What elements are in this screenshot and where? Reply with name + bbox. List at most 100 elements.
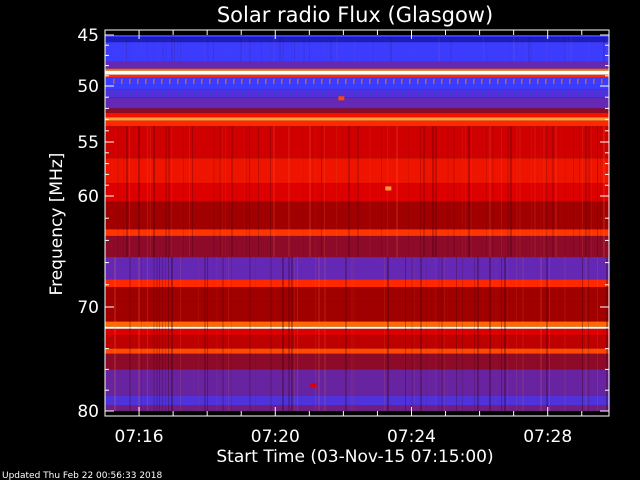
noise-streak bbox=[324, 37, 325, 61]
noise-streak bbox=[147, 257, 148, 411]
noise-streak bbox=[183, 126, 184, 258]
frequency-band bbox=[105, 328, 609, 336]
burst-point bbox=[385, 186, 392, 191]
noise-streak bbox=[216, 257, 218, 411]
periodic-tick bbox=[401, 78, 403, 84]
frequency-band bbox=[105, 335, 609, 349]
noise-streak bbox=[501, 257, 502, 411]
burst-points bbox=[310, 96, 392, 387]
noise-streak bbox=[225, 126, 226, 258]
noise-streak bbox=[303, 37, 305, 62]
noise-streak bbox=[123, 126, 124, 258]
noise-streak bbox=[513, 37, 515, 62]
noise-streak bbox=[207, 37, 209, 62]
periodic-tick bbox=[393, 78, 395, 84]
noise-streak bbox=[492, 126, 494, 258]
periodic-tick bbox=[241, 78, 243, 84]
noise-streak bbox=[354, 37, 355, 62]
periodic-tick bbox=[297, 78, 299, 84]
noise-streak bbox=[291, 37, 292, 62]
noise-streak bbox=[138, 126, 140, 258]
heatmap-area bbox=[105, 30, 609, 416]
noise-streak bbox=[561, 126, 562, 257]
noise-streak bbox=[531, 37, 532, 62]
noise-streak bbox=[546, 126, 547, 258]
noise-streak bbox=[114, 257, 116, 411]
update-timestamp: Updated Thu Feb 22 00:56:33 2018 bbox=[2, 471, 163, 480]
noise-streak bbox=[582, 257, 583, 411]
periodic-tick bbox=[585, 78, 587, 84]
periodic-tick bbox=[289, 78, 291, 84]
noise-streak bbox=[315, 257, 316, 411]
noise-streak bbox=[573, 257, 575, 411]
periodic-tick bbox=[409, 78, 411, 84]
noise-streak bbox=[450, 37, 452, 62]
noise-streak bbox=[462, 126, 463, 258]
noise-streak bbox=[126, 37, 127, 62]
periodic-tick bbox=[513, 78, 515, 84]
noise-streak bbox=[144, 37, 145, 61]
noise-streak bbox=[213, 126, 215, 258]
noise-streak bbox=[294, 37, 295, 62]
noise-streak bbox=[516, 126, 518, 258]
noise-streak bbox=[567, 37, 568, 62]
frequency-band bbox=[105, 183, 609, 202]
noise-streak bbox=[366, 37, 367, 61]
periodic-tick bbox=[233, 78, 235, 84]
noise-streak bbox=[249, 257, 251, 411]
noise-streak bbox=[489, 257, 491, 411]
noise-streak bbox=[426, 126, 427, 257]
frequency-band bbox=[105, 126, 609, 159]
frequency-band bbox=[105, 68, 609, 71]
noise-streak bbox=[414, 257, 415, 411]
noise-streak bbox=[279, 37, 281, 62]
frequency-band bbox=[105, 395, 609, 406]
frequency-band bbox=[105, 74, 609, 78]
x-tick-label: 07:28 bbox=[523, 427, 572, 447]
noise-streak bbox=[348, 257, 349, 411]
noise-streak bbox=[603, 37, 605, 62]
noise-streak bbox=[261, 37, 262, 62]
noise-streak bbox=[486, 37, 488, 61]
noise-streak bbox=[546, 257, 548, 411]
periodic-tick bbox=[337, 78, 339, 84]
x-tick-label: 07:20 bbox=[251, 427, 300, 447]
frequency-band bbox=[105, 158, 609, 184]
noise-streak bbox=[510, 37, 511, 61]
noise-streak bbox=[180, 126, 181, 257]
noise-streak bbox=[324, 126, 325, 258]
noise-streak bbox=[381, 126, 382, 258]
noise-streak bbox=[555, 126, 557, 258]
noise-streak bbox=[564, 257, 566, 411]
noise-streak bbox=[426, 257, 427, 411]
noise-streak bbox=[573, 126, 574, 258]
noise-streaks bbox=[105, 37, 608, 411]
periodic-tick bbox=[217, 78, 219, 84]
noise-streak bbox=[588, 257, 589, 411]
y-tick-label: 70 bbox=[77, 298, 99, 318]
periodic-tick bbox=[545, 78, 547, 84]
plot-frame bbox=[104, 29, 610, 417]
periodic-tick bbox=[193, 78, 195, 84]
noise-streak bbox=[126, 126, 128, 258]
noise-streak bbox=[189, 126, 190, 258]
noise-streak bbox=[147, 126, 148, 258]
noise-streak bbox=[129, 126, 130, 258]
noise-streak bbox=[384, 257, 385, 411]
noise-streak bbox=[198, 257, 199, 411]
noise-streak bbox=[171, 257, 173, 411]
noise-streak bbox=[495, 257, 497, 411]
noise-streak bbox=[309, 37, 310, 62]
noise-streak bbox=[522, 257, 524, 411]
noise-streak bbox=[324, 257, 326, 411]
noise-streak bbox=[507, 126, 509, 258]
frequency-band bbox=[105, 201, 609, 230]
y-tick-label: 55 bbox=[77, 133, 99, 153]
periodic-tick bbox=[481, 78, 483, 84]
noise-streak bbox=[597, 126, 598, 258]
noise-streak bbox=[309, 126, 311, 258]
noise-streak bbox=[258, 126, 259, 258]
noise-streak bbox=[282, 37, 284, 62]
periodic-tick bbox=[441, 78, 443, 84]
periodic-tick bbox=[273, 78, 275, 84]
